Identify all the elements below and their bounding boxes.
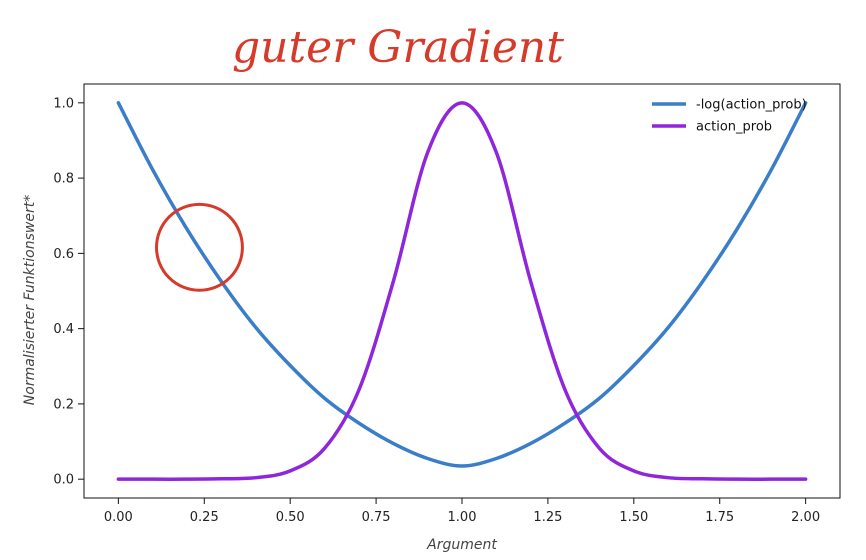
x-tick-label: 0.50 (276, 510, 305, 525)
y-tick-label: 1.0 (53, 96, 74, 111)
x-tick-label: 0.25 (190, 510, 219, 525)
x-tick-label: 1.25 (533, 510, 562, 525)
series-line-0 (116, 101, 808, 468)
x-tick-label: 1.00 (448, 510, 477, 525)
x-axis-label: Argument (426, 537, 497, 553)
y-axis-label: Normalisierter Funktionswert* (22, 195, 38, 405)
x-tick-label: 1.75 (705, 510, 734, 525)
y-tick-label: 0.0 (53, 473, 74, 488)
y-tick-label: 0.2 (53, 397, 74, 412)
x-tick-label: 0.75 (362, 510, 391, 525)
y-tick-label: 0.8 (53, 172, 74, 187)
legend: -log(action_prob) action_prob (652, 98, 807, 135)
legend-label-0: -log(action_prob) (696, 98, 807, 113)
x-tick-label: 0.00 (104, 510, 133, 525)
annotation-text: guter Gradient (232, 22, 564, 73)
legend-label-1: action_prob (696, 120, 772, 135)
x-tick-label: 1.50 (619, 510, 648, 525)
annotation-circle (155, 202, 244, 292)
series-line-1 (116, 101, 808, 481)
x-axis-ticks: 0.00 0.25 0.50 0.75 1.00 1.25 1.50 1.75 2.00 (104, 498, 820, 525)
y-axis-ticks: 0.0 0.2 0.4 0.6 0.8 1.0 (53, 96, 84, 488)
y-tick-label: 0.6 (53, 247, 74, 262)
y-tick-label: 0.4 (53, 322, 74, 337)
series-lines (116, 101, 808, 481)
x-tick-label: 2.00 (791, 510, 820, 525)
